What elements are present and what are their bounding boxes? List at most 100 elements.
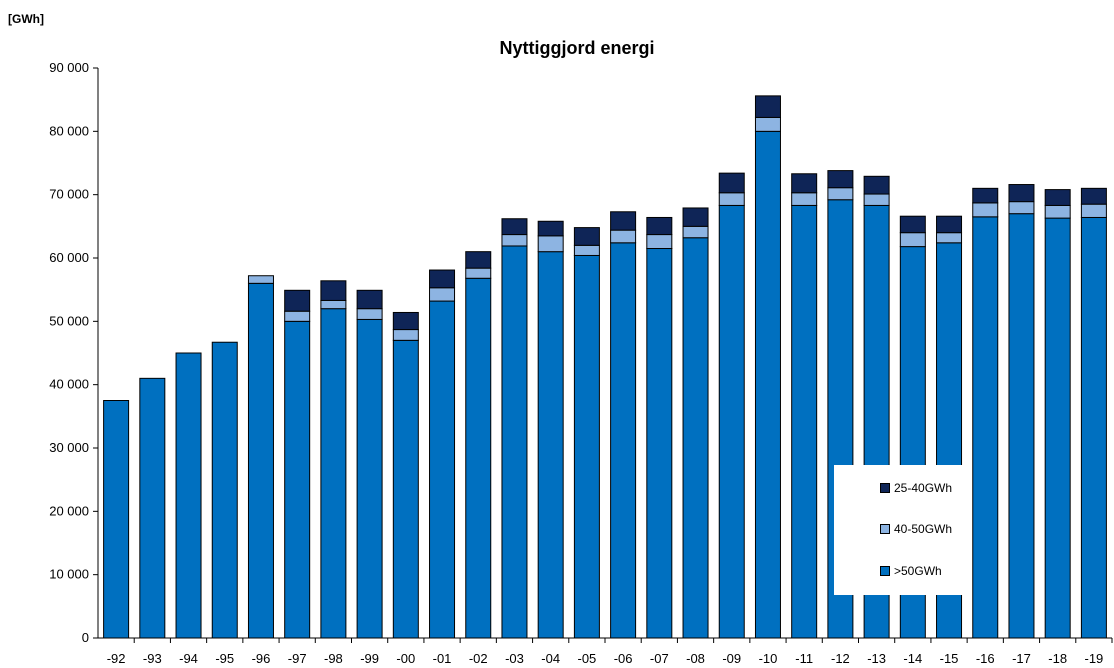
x-tick-label: -15 — [940, 651, 959, 666]
bar-segment-gt50 — [537, 251, 564, 639]
x-tick-label: -04 — [541, 651, 560, 666]
bar-segment-gt50 — [465, 277, 492, 639]
y-tick-label: 90 000 — [49, 60, 89, 75]
bar-segment-gt50 — [610, 242, 637, 639]
bar-segment-s25_40 — [465, 251, 492, 269]
y-tick-label: 10 000 — [49, 567, 89, 582]
legend-swatch-25-40 — [880, 483, 890, 493]
x-tick-label: -95 — [215, 651, 234, 666]
bar-segment-s40_50 — [501, 234, 528, 247]
x-tick-label: -06 — [614, 651, 633, 666]
x-tick-label: -01 — [433, 651, 452, 666]
x-tick-label: -10 — [759, 651, 778, 666]
y-tick-label: 70 000 — [49, 187, 89, 202]
bar-segment-gt50 — [175, 352, 202, 639]
bar-segment-gt50 — [1008, 213, 1035, 639]
x-tick-label: -94 — [179, 651, 198, 666]
chart-title: Nyttiggjord energi — [499, 38, 655, 58]
chart-legend: 25-40GWh 40-50GWh >50GWh — [834, 465, 970, 595]
bar-segment-s25_40 — [972, 187, 999, 204]
bar-segment-s40_50 — [863, 193, 890, 206]
bar-segment-s25_40 — [863, 175, 890, 195]
bar-segment-gt50 — [247, 282, 274, 639]
bar-segment-s40_50 — [754, 116, 781, 132]
bar-segment-gt50 — [791, 204, 818, 639]
bar-segment-gt50 — [356, 318, 383, 639]
bar-segment-s25_40 — [356, 289, 383, 310]
y-tick-label: 30 000 — [49, 440, 89, 455]
y-tick-label: 20 000 — [49, 503, 89, 518]
bar-segment-gt50 — [320, 308, 347, 639]
bar-segment-s25_40 — [936, 215, 963, 234]
bar-segment-s25_40 — [1080, 187, 1107, 205]
y-tick-label: 0 — [82, 630, 89, 645]
bar-segment-s25_40 — [320, 280, 347, 301]
x-tick-label: -13 — [867, 651, 886, 666]
bar-segment-s25_40 — [682, 207, 709, 227]
bar-segment-gt50 — [754, 130, 781, 639]
x-tick-label: -05 — [577, 651, 596, 666]
y-unit-label: [GWh] — [8, 12, 44, 26]
legend-label-gt50: >50GWh — [894, 564, 942, 578]
bar-segment-s25_40 — [537, 220, 564, 237]
x-tick-label: -19 — [1084, 651, 1103, 666]
bar-segment-s40_50 — [573, 244, 600, 256]
legend-label-25-40: 25-40GWh — [894, 481, 953, 495]
bar-segment-s40_50 — [320, 299, 347, 310]
bar-segment-gt50 — [718, 204, 745, 639]
bar-segment-s40_50 — [247, 275, 274, 284]
bar-segment-s25_40 — [1044, 189, 1071, 206]
legend-item-40-50: 40-50GWh — [880, 522, 952, 536]
bar-segment-s25_40 — [284, 289, 311, 312]
legend-swatch-40-50 — [880, 524, 890, 534]
bar-segment-s40_50 — [1044, 204, 1071, 219]
x-tick-label: -14 — [903, 651, 922, 666]
bar-segment-s40_50 — [682, 225, 709, 239]
x-tick-label: -03 — [505, 651, 524, 666]
bar-segment-s25_40 — [501, 218, 528, 236]
bar-segment-s25_40 — [429, 269, 456, 289]
bar-segment-s25_40 — [646, 216, 673, 236]
bar-segment-s40_50 — [1008, 201, 1035, 215]
x-tick-label: -02 — [469, 651, 488, 666]
bar-segment-s40_50 — [610, 229, 637, 244]
bar-segment-s25_40 — [754, 95, 781, 118]
legend-item-25-40: 25-40GWh — [880, 481, 952, 495]
bar-segment-gt50 — [284, 320, 311, 639]
bar-segment-s25_40 — [827, 170, 854, 189]
x-tick-label: -09 — [722, 651, 741, 666]
bar-segment-s25_40 — [718, 172, 745, 194]
bar-segment-s40_50 — [936, 232, 963, 244]
bar-segment-gt50 — [1080, 216, 1107, 639]
bar-segment-s40_50 — [827, 187, 854, 201]
y-tick-label: 40 000 — [49, 377, 89, 392]
bar-segment-s40_50 — [392, 329, 419, 341]
y-tick-label: 60 000 — [49, 250, 89, 265]
bar-segment-s40_50 — [537, 235, 564, 253]
bar-segment-gt50 — [429, 300, 456, 639]
x-tick-label: -18 — [1048, 651, 1067, 666]
x-tick-label: -08 — [686, 651, 705, 666]
bar-segment-s25_40 — [610, 211, 637, 231]
x-tick-label: -92 — [107, 651, 126, 666]
bar-segment-gt50 — [646, 248, 673, 639]
x-tick-label: -00 — [396, 651, 415, 666]
bar-segment-gt50 — [139, 377, 166, 639]
bar-segment-s25_40 — [899, 215, 926, 234]
x-tick-label: -97 — [288, 651, 307, 666]
x-tick-label: -16 — [976, 651, 995, 666]
x-tick-label: -07 — [650, 651, 669, 666]
x-tick-label: -96 — [252, 651, 271, 666]
bar-segment-s25_40 — [392, 311, 419, 331]
x-tick-label: -93 — [143, 651, 162, 666]
legend-label-40-50: 40-50GWh — [894, 522, 953, 536]
bar-segment-gt50 — [392, 339, 419, 639]
bar-segment-s40_50 — [899, 232, 926, 248]
x-tick-label: -17 — [1012, 651, 1031, 666]
bar-segment-s40_50 — [356, 308, 383, 320]
bar-segment-s40_50 — [791, 192, 818, 206]
bar-segment-s40_50 — [284, 310, 311, 322]
bar-segment-s40_50 — [646, 234, 673, 249]
legend-item-gt50: >50GWh — [880, 564, 942, 578]
